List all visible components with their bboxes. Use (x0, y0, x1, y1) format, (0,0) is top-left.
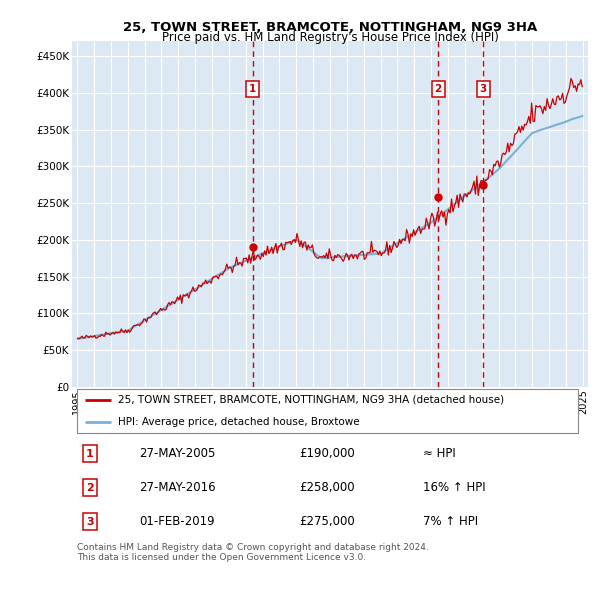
Text: 27-MAY-2005: 27-MAY-2005 (139, 447, 215, 460)
Text: £258,000: £258,000 (299, 481, 355, 494)
Text: Contains HM Land Registry data © Crown copyright and database right 2024.
This d: Contains HM Land Registry data © Crown c… (77, 543, 429, 562)
Text: 27-MAY-2016: 27-MAY-2016 (139, 481, 216, 494)
Text: 2: 2 (434, 84, 442, 94)
Text: £275,000: £275,000 (299, 515, 355, 529)
Text: 01-FEB-2019: 01-FEB-2019 (139, 515, 215, 529)
Text: 25, TOWN STREET, BRAMCOTE, NOTTINGHAM, NG9 3HA (detached house): 25, TOWN STREET, BRAMCOTE, NOTTINGHAM, N… (118, 395, 505, 405)
Text: 7% ↑ HPI: 7% ↑ HPI (423, 515, 478, 529)
Text: 3: 3 (86, 517, 94, 527)
Text: 2: 2 (86, 483, 94, 493)
Text: 25, TOWN STREET, BRAMCOTE, NOTTINGHAM, NG9 3HA: 25, TOWN STREET, BRAMCOTE, NOTTINGHAM, N… (123, 21, 537, 34)
Text: HPI: Average price, detached house, Broxtowe: HPI: Average price, detached house, Brox… (118, 417, 360, 427)
Text: Price paid vs. HM Land Registry's House Price Index (HPI): Price paid vs. HM Land Registry's House … (161, 31, 499, 44)
FancyBboxPatch shape (77, 389, 578, 432)
Text: 3: 3 (479, 84, 487, 94)
Text: 1: 1 (249, 84, 256, 94)
Text: 1: 1 (86, 449, 94, 459)
Text: £190,000: £190,000 (299, 447, 355, 460)
Text: ≈ HPI: ≈ HPI (423, 447, 455, 460)
Text: 16% ↑ HPI: 16% ↑ HPI (423, 481, 485, 494)
